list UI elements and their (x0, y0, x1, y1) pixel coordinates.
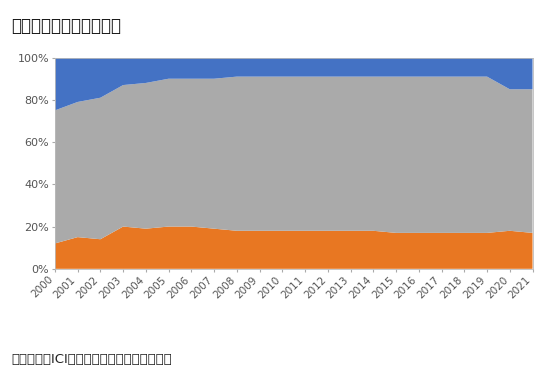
Text: 目标日期基金投资者构成: 目标日期基金投资者构成 (11, 17, 121, 35)
Text: 数据来源：ICI，上海证券基金评价研究中心: 数据来源：ICI，上海证券基金评价研究中心 (11, 353, 172, 366)
